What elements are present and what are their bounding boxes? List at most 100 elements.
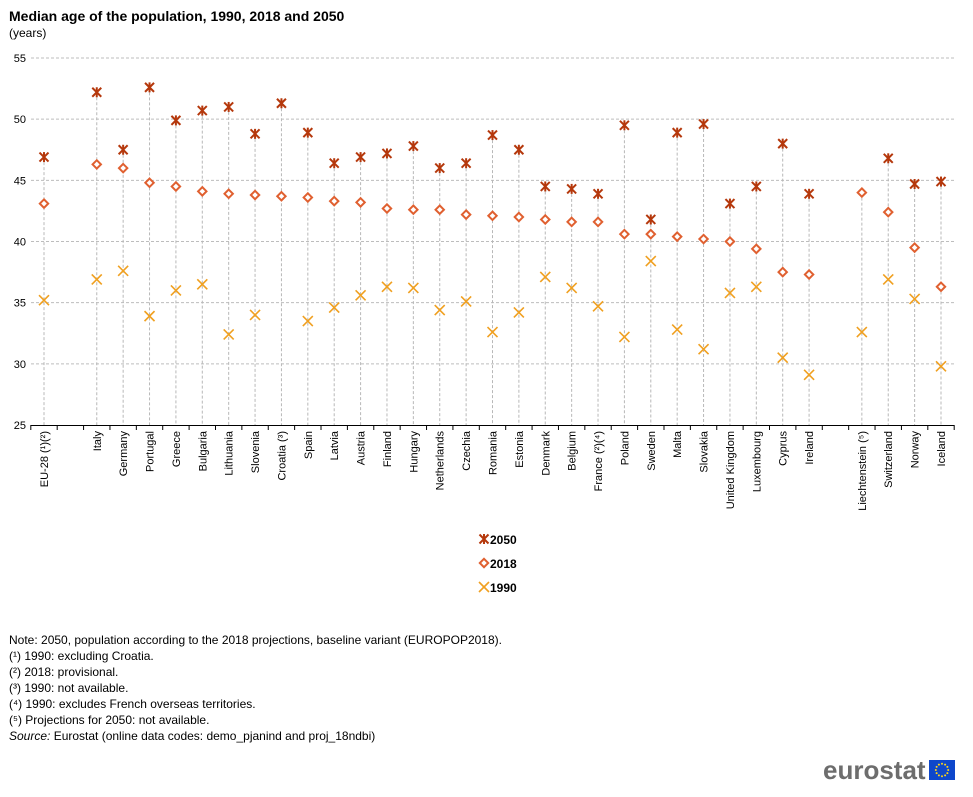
stem-layer <box>43 87 942 425</box>
marker-2050 <box>249 128 261 140</box>
legend-marker-1990 <box>478 581 490 593</box>
marker-2018 <box>777 266 789 278</box>
flag-star <box>940 762 943 765</box>
marker-1990 <box>539 271 551 283</box>
marker-2050 <box>803 188 815 199</box>
marker-2018 <box>909 242 921 254</box>
marker-2050 <box>460 157 472 169</box>
x-tick-label: Latvia <box>329 430 341 460</box>
x-tick-label: Malta <box>672 430 684 458</box>
eurostat-logo: eurostat <box>823 757 955 783</box>
marker-1990 <box>196 278 208 290</box>
legend-marker-2018 <box>478 557 490 569</box>
marker-2050 <box>355 151 366 163</box>
y-tick-label: 40 <box>14 237 26 249</box>
marker-1990 <box>882 273 894 285</box>
x-tick-label: Switzerland <box>883 431 895 488</box>
marker-1990 <box>223 328 235 341</box>
marker-2050 <box>408 140 419 152</box>
marker-2018 <box>671 230 683 243</box>
x-tick-label: Slovakia <box>699 430 711 472</box>
marker-2018 <box>170 180 182 193</box>
x-tick-label: EU-28 (¹)(²) <box>39 431 51 487</box>
marker-2050 <box>117 144 129 155</box>
marker-2018 <box>697 233 710 245</box>
marker-2018 <box>724 235 736 248</box>
x-tick-label: Finland <box>382 431 394 467</box>
legend: 2050 2018 1990 <box>478 533 517 595</box>
x-tick-label: Hungary <box>408 431 420 473</box>
note-line: (³) 1990: not available. <box>9 681 129 695</box>
x-tick-label: France (²)(⁴) <box>593 431 605 491</box>
marker-1990 <box>38 294 50 306</box>
marker-2018 <box>882 206 894 218</box>
y-tick-label: 35 <box>14 298 26 310</box>
marker-1990 <box>513 306 525 319</box>
logo-wordmark: eurostat <box>823 755 926 785</box>
marker-2050 <box>909 178 920 190</box>
flag-star <box>940 775 943 778</box>
x-tick-label: Denmark <box>540 431 552 476</box>
marker-2050 <box>513 144 525 155</box>
marker-2018 <box>91 158 103 171</box>
marker-1990 <box>803 369 815 381</box>
x-tick-label: Czechia <box>461 430 473 471</box>
marker-2050 <box>540 181 551 192</box>
y-tick-label: 25 <box>14 420 26 432</box>
x-tick-label: Greece <box>171 431 183 467</box>
marker-1990 <box>302 315 314 327</box>
x-tick-label: Croatia (³) <box>276 431 288 481</box>
marker-2050 <box>698 118 709 130</box>
legend-label: 1990 <box>490 581 517 595</box>
marker-2018 <box>434 204 446 216</box>
x-tick-label: Sweden <box>646 431 658 471</box>
marker-2050 <box>724 198 736 209</box>
marker-1990 <box>724 287 736 299</box>
marker-2018 <box>196 185 208 197</box>
chart-title: Median age of the population, 1990, 2018… <box>9 8 345 24</box>
marker-2018 <box>38 197 50 210</box>
legend-label: 2018 <box>490 557 517 571</box>
marker-2050 <box>777 138 788 149</box>
marker-1990 <box>645 255 657 267</box>
flag-star <box>935 772 938 775</box>
marker-2018 <box>486 210 499 222</box>
marker-2050 <box>91 87 102 98</box>
y-tick-label: 45 <box>14 175 26 187</box>
flag-star <box>934 769 937 771</box>
marker-1990 <box>671 324 683 336</box>
marker-2018 <box>856 186 868 199</box>
marker-2018 <box>566 216 578 228</box>
x-tick-label: United Kingdom <box>725 431 737 509</box>
y-tick-label: 55 <box>14 53 26 65</box>
marker-2050 <box>381 148 393 159</box>
x-tick-label: Luxembourg <box>751 431 763 492</box>
x-tick-label: Liechtenstein (⁵) <box>857 431 869 511</box>
marker-2050 <box>645 214 657 225</box>
note-line: (⁵) Projections for 2050: not available. <box>9 713 210 727</box>
marker-2018 <box>803 268 815 281</box>
marker-2018 <box>143 177 156 189</box>
marker-1990 <box>750 281 762 293</box>
marker-2018 <box>407 204 419 216</box>
chart-canvas: 25 30 35 40 45 50 55 EU-28 (¹)(²) Italy Germany Po… <box>14 53 955 595</box>
note-line: (⁴) 1990: excludes French overseas terri… <box>9 697 256 711</box>
marker-1990 <box>381 281 393 293</box>
marker-1990 <box>355 289 367 301</box>
marker-2050 <box>170 115 182 126</box>
marker-2018 <box>513 211 525 223</box>
x-tick-label: Estonia <box>514 430 526 468</box>
marker-1990 <box>909 293 921 305</box>
marker-1990 <box>777 352 789 364</box>
chart-subtitle: (years) <box>9 26 47 40</box>
axis-layer: 25 30 35 40 45 50 55 EU-28 (¹)(²) Italy Germany Po… <box>14 53 955 511</box>
marker-2018 <box>645 228 657 240</box>
notes: Note: 2050, population according to the … <box>9 632 502 744</box>
eu-flag-icon <box>928 760 955 780</box>
marker-1990 <box>856 326 868 338</box>
marker-2050 <box>197 105 208 116</box>
x-tick-label: Germany <box>118 431 130 477</box>
x-tick-label: Iceland <box>936 431 948 466</box>
x-tick-label: Bulgaria <box>197 430 209 471</box>
source-text: Eurostat (online data codes: demo_pjanin… <box>50 729 376 743</box>
